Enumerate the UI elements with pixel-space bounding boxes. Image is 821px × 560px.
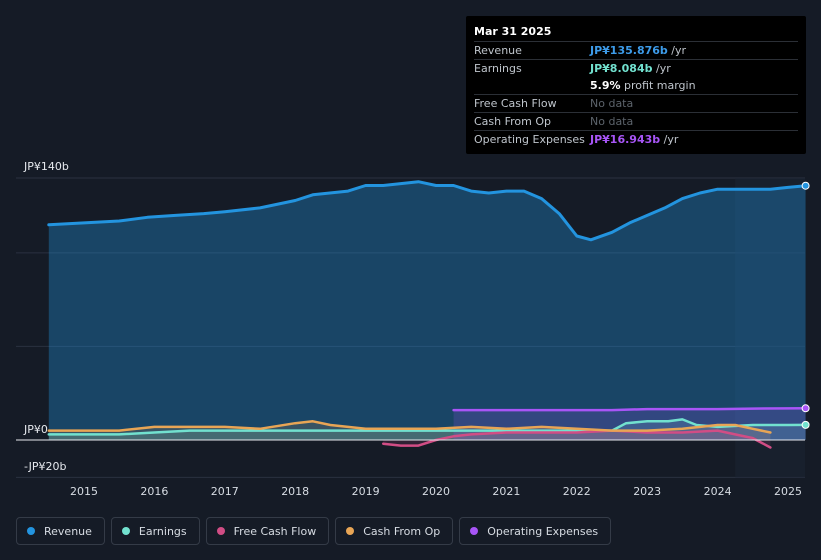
y-tick-label-bottom: -JP¥20b	[24, 460, 67, 473]
series-end-markers	[801, 181, 810, 429]
tooltip-label: Operating Expenses	[474, 133, 585, 146]
x-tick-label: 2017	[211, 485, 239, 498]
tooltip-value: JP¥135.876b	[590, 44, 668, 57]
legend-dot-icon	[216, 527, 225, 535]
tooltip-value: No data	[590, 115, 634, 128]
tooltip-value: 5.9%	[590, 79, 621, 92]
series-fills	[48, 181, 806, 448]
x-axis-ticks: 2015 2016 2017 2018 2019 2020 2021 2022 2023 2024…	[70, 485, 802, 498]
free-cash-flow-line	[381, 429, 772, 449]
legend-item-cash-from-op[interactable]: Cash From Op	[335, 517, 454, 545]
tooltip-label: Cash From Op	[474, 115, 552, 128]
tooltip-label: Earnings	[474, 62, 522, 75]
tooltip-unit: /yr	[663, 133, 679, 146]
tooltip-label: Revenue	[474, 44, 522, 57]
x-tick-label: 2015	[70, 485, 98, 498]
y-tick-label-zero: JP¥0	[24, 423, 48, 436]
earnings-area	[48, 419, 806, 440]
x-tick-label: 2022	[563, 485, 591, 498]
tooltip-row-cfo: Cash From Op No data	[474, 112, 798, 130]
legend-label: Revenue	[44, 524, 92, 538]
x-tick-label: 2021	[492, 485, 520, 498]
data-tooltip: Mar 31 2025 Revenue JP¥135.876b /yr Earn…	[466, 16, 806, 154]
tooltip-row-earnings: Earnings JP¥8.084b /yr	[474, 59, 798, 77]
legend: Revenue Earnings Free Cash Flow Cash Fro…	[16, 517, 612, 545]
revenue-end-marker	[801, 181, 810, 190]
x-tick-label: 2019	[352, 485, 380, 498]
tooltip-value: JP¥8.084b	[590, 62, 653, 75]
legend-dot-icon	[27, 527, 35, 535]
legend-item-revenue[interactable]: Revenue	[16, 517, 105, 545]
x-tick-label: 2023	[633, 485, 661, 498]
x-tick-label: 2020	[422, 485, 450, 498]
legend-label: Operating Expenses	[487, 524, 599, 538]
operating-expenses-line	[452, 407, 807, 412]
operating-expenses-end-marker	[801, 404, 810, 413]
legend-item-earnings[interactable]: Earnings	[110, 517, 200, 545]
tooltip-label	[474, 77, 590, 94]
tooltip-date: Mar 31 2025	[474, 25, 552, 38]
tooltip-value: No data	[590, 97, 634, 110]
legend-item-operating-expenses[interactable]: Operating Expenses	[459, 517, 612, 545]
tooltip-unit: /yr	[671, 44, 687, 57]
earnings-end-marker	[801, 420, 810, 429]
x-tick-label: 2016	[140, 485, 168, 498]
tooltip-label: Free Cash Flow	[474, 97, 557, 110]
cash-from-op-line	[47, 420, 772, 434]
gridlines	[16, 177, 805, 478]
earnings-line	[47, 418, 807, 436]
tooltip-row-fcf: Free Cash Flow No data	[474, 94, 798, 112]
legend-label: Cash From Op	[363, 524, 441, 538]
revenue-area	[48, 181, 806, 440]
legend-label: Free Cash Flow	[233, 524, 317, 538]
legend-label: Earnings	[138, 524, 187, 538]
tooltip-row-opex: Operating Expenses JP¥16.943b /yr	[474, 130, 798, 148]
series-lines	[47, 180, 808, 449]
legend-dot-icon	[470, 527, 479, 535]
legend-dot-icon	[346, 527, 355, 535]
y-tick-label-top: JP¥140b	[24, 160, 69, 173]
tooltip-value: JP¥16.943b	[590, 133, 661, 146]
tooltip-unit: profit margin	[624, 79, 696, 92]
tooltip-unit: /yr	[655, 62, 671, 75]
x-tick-label: 2024	[704, 485, 732, 498]
legend-dot-icon	[121, 527, 130, 535]
x-tick-label: 2018	[281, 485, 309, 498]
tooltip-row-margin: 5.9% profit margin	[474, 77, 798, 94]
x-tick-label: 2025	[774, 485, 802, 498]
legend-item-free-cash-flow[interactable]: Free Cash Flow	[205, 517, 330, 545]
revenue-line	[47, 180, 808, 242]
tooltip-row-revenue: Revenue JP¥135.876b /yr	[474, 41, 798, 59]
